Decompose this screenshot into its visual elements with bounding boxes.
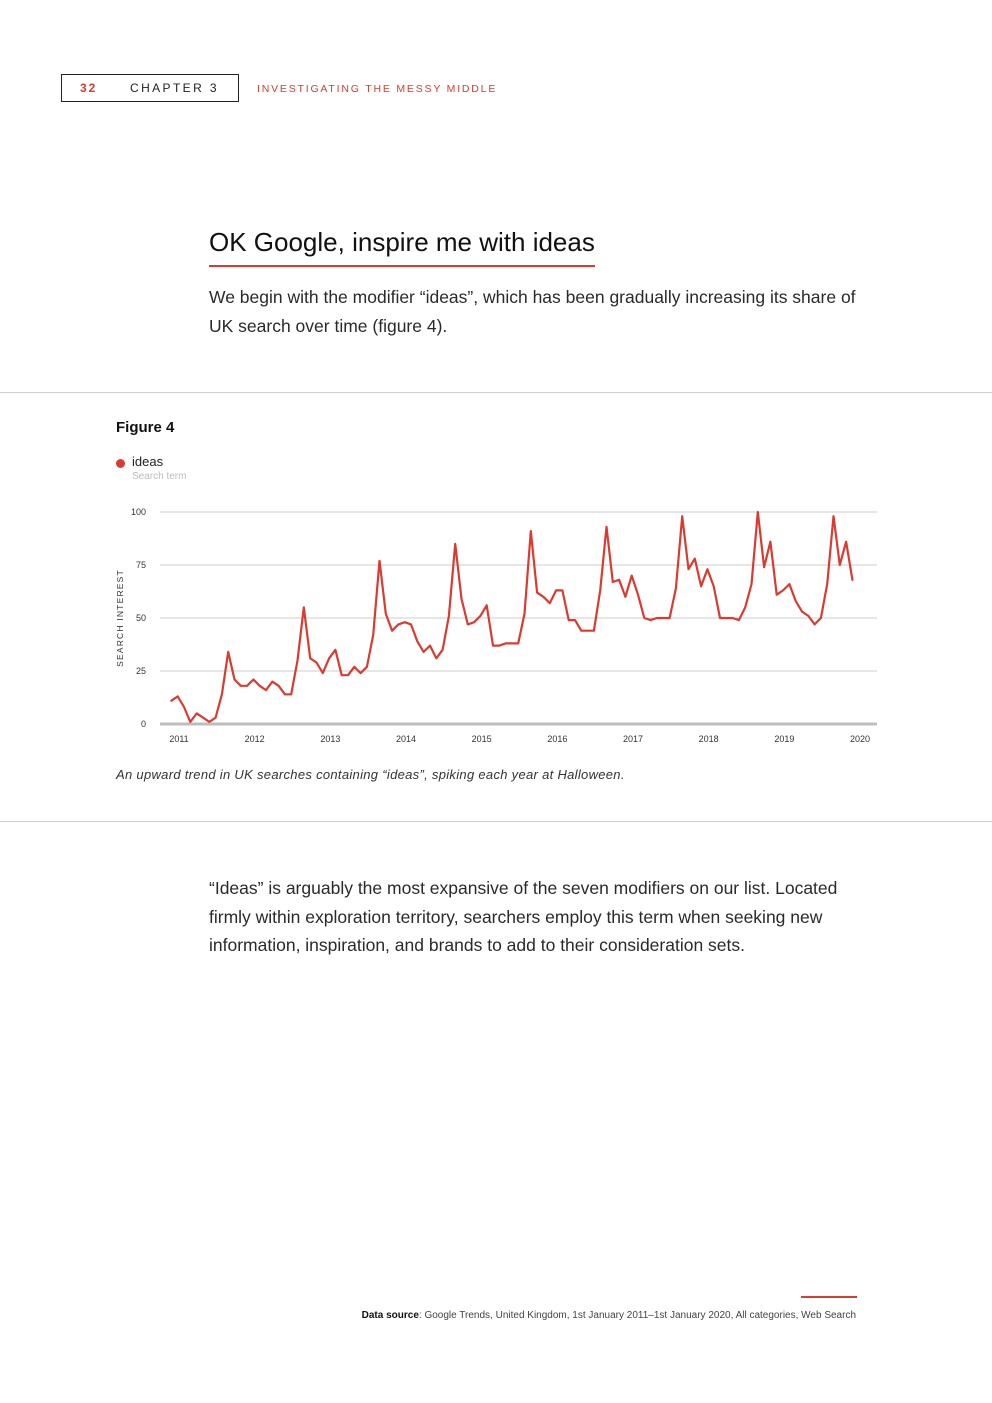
x-tick-label: 2018: [699, 734, 719, 744]
x-tick-label: 2014: [396, 734, 416, 744]
x-tick-label: 2015: [472, 734, 492, 744]
source-accent-rule: [801, 1296, 857, 1298]
legend-series-type: Search term: [132, 471, 187, 482]
figure-bottom-divider: [0, 821, 992, 822]
y-tick-label: 75: [136, 560, 146, 570]
x-tick-label: 2020: [850, 734, 870, 744]
y-tick-label: 100: [131, 507, 146, 517]
series-line-ideas: [170, 510, 854, 723]
chapter-header-box: 32 CHAPTER 3: [61, 74, 239, 102]
chapter-label: CHAPTER 3: [130, 81, 219, 95]
x-tick-label: 2011: [169, 734, 188, 744]
legend-marker: [116, 459, 125, 468]
y-axis-label: SEARCH INTEREST: [115, 569, 125, 667]
figure-label: Figure 4: [116, 419, 175, 436]
figure-caption: An upward trend in UK searches containin…: [116, 767, 625, 782]
page-heading: OK Google, inspire me with ideas: [209, 226, 595, 267]
legend-series-name: ideas: [132, 454, 164, 469]
section-title: INVESTIGATING THE MESSY MIDDLE: [257, 83, 498, 95]
y-tick-label: 25: [136, 666, 146, 676]
data-source-text: : Google Trends, United Kingdom, 1st Jan…: [418, 1310, 856, 1321]
figure-top-divider: [0, 392, 992, 393]
x-tick-label: 2017: [623, 734, 643, 744]
x-tick-label: 2016: [547, 734, 567, 744]
data-source-note: Data source: Google Trends, United Kingd…: [362, 1310, 856, 1321]
y-tick-label: 0: [141, 719, 146, 729]
y-tick-label: 50: [136, 613, 146, 623]
line-chart: 0 25 50 75 100 2011 2012 2013 2014 2015 2016 2017 20…: [115, 507, 877, 744]
x-tick-label: 2012: [245, 734, 265, 744]
x-tick-label: 2013: [320, 734, 340, 744]
body-paragraph: “Ideas” is arguably the most expansive o…: [209, 878, 838, 955]
page-number: 32: [80, 81, 98, 95]
data-source-label: Data source: [361, 1310, 419, 1321]
intro-paragraph: We begin with the modifier “ideas”, whic…: [209, 287, 856, 336]
x-tick-label: 2019: [774, 734, 794, 744]
